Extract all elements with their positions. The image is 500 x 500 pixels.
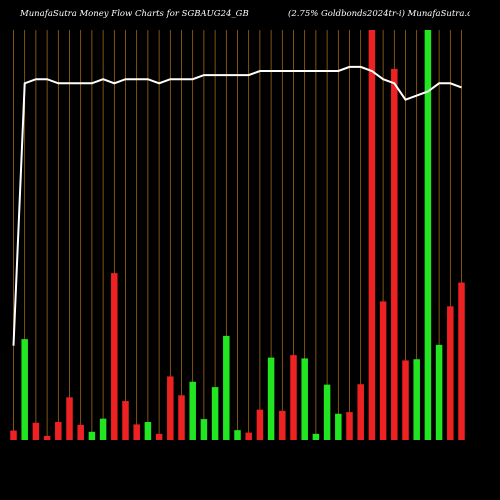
bar: [122, 401, 129, 440]
bar: [368, 30, 376, 440]
bar: [458, 282, 465, 440]
bar: [211, 387, 219, 440]
chart-title-left: MunafaSutra Money Flow Charts for SGBAUG…: [20, 9, 249, 19]
bar: [301, 358, 308, 440]
bar: [10, 430, 17, 440]
bar: [155, 433, 163, 440]
bar: [111, 273, 118, 440]
bar: [77, 424, 84, 440]
bar: [391, 68, 398, 440]
line-series: [12, 65, 462, 346]
bar: [167, 376, 174, 440]
bar: [178, 395, 185, 440]
bar: [312, 433, 320, 440]
bar: [357, 384, 364, 440]
bar: [234, 430, 241, 440]
bar: [447, 306, 454, 440]
bar: [290, 355, 297, 440]
bar: [21, 339, 28, 440]
bar: [323, 384, 331, 440]
bar: [43, 435, 51, 440]
bar: [267, 357, 275, 440]
bar: [144, 421, 152, 440]
bar-series: [10, 30, 465, 440]
bar: [402, 360, 409, 440]
bar: [256, 409, 264, 440]
bar: [66, 397, 73, 440]
bar: [99, 418, 107, 440]
bar: [32, 422, 40, 440]
bar: [279, 410, 286, 440]
bar: [335, 413, 342, 440]
bar: [88, 431, 96, 440]
bar: [424, 30, 432, 440]
bar: [223, 335, 230, 440]
bar: [379, 301, 387, 440]
bar: [133, 424, 140, 440]
bar: [55, 421, 62, 440]
chart-title-right: (2.75% Goldbonds2024tr-i) MunafaSutra.co…: [288, 9, 470, 19]
bar: [435, 344, 443, 440]
bar: [189, 381, 196, 440]
bar: [245, 432, 252, 440]
bar: [200, 419, 208, 440]
bar: [413, 359, 420, 440]
bar: [346, 412, 353, 440]
series-line: [12, 65, 462, 346]
